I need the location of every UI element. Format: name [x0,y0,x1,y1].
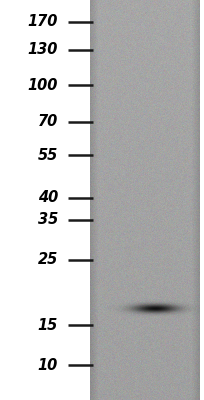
Text: 170: 170 [28,14,58,30]
Text: 100: 100 [28,78,58,92]
Text: 55: 55 [38,148,58,162]
Text: 15: 15 [38,318,58,332]
Text: 25: 25 [38,252,58,268]
Text: 130: 130 [28,42,58,58]
Text: 10: 10 [38,358,58,372]
Text: 35: 35 [38,212,58,228]
Text: 70: 70 [38,114,58,130]
Text: 40: 40 [38,190,58,206]
